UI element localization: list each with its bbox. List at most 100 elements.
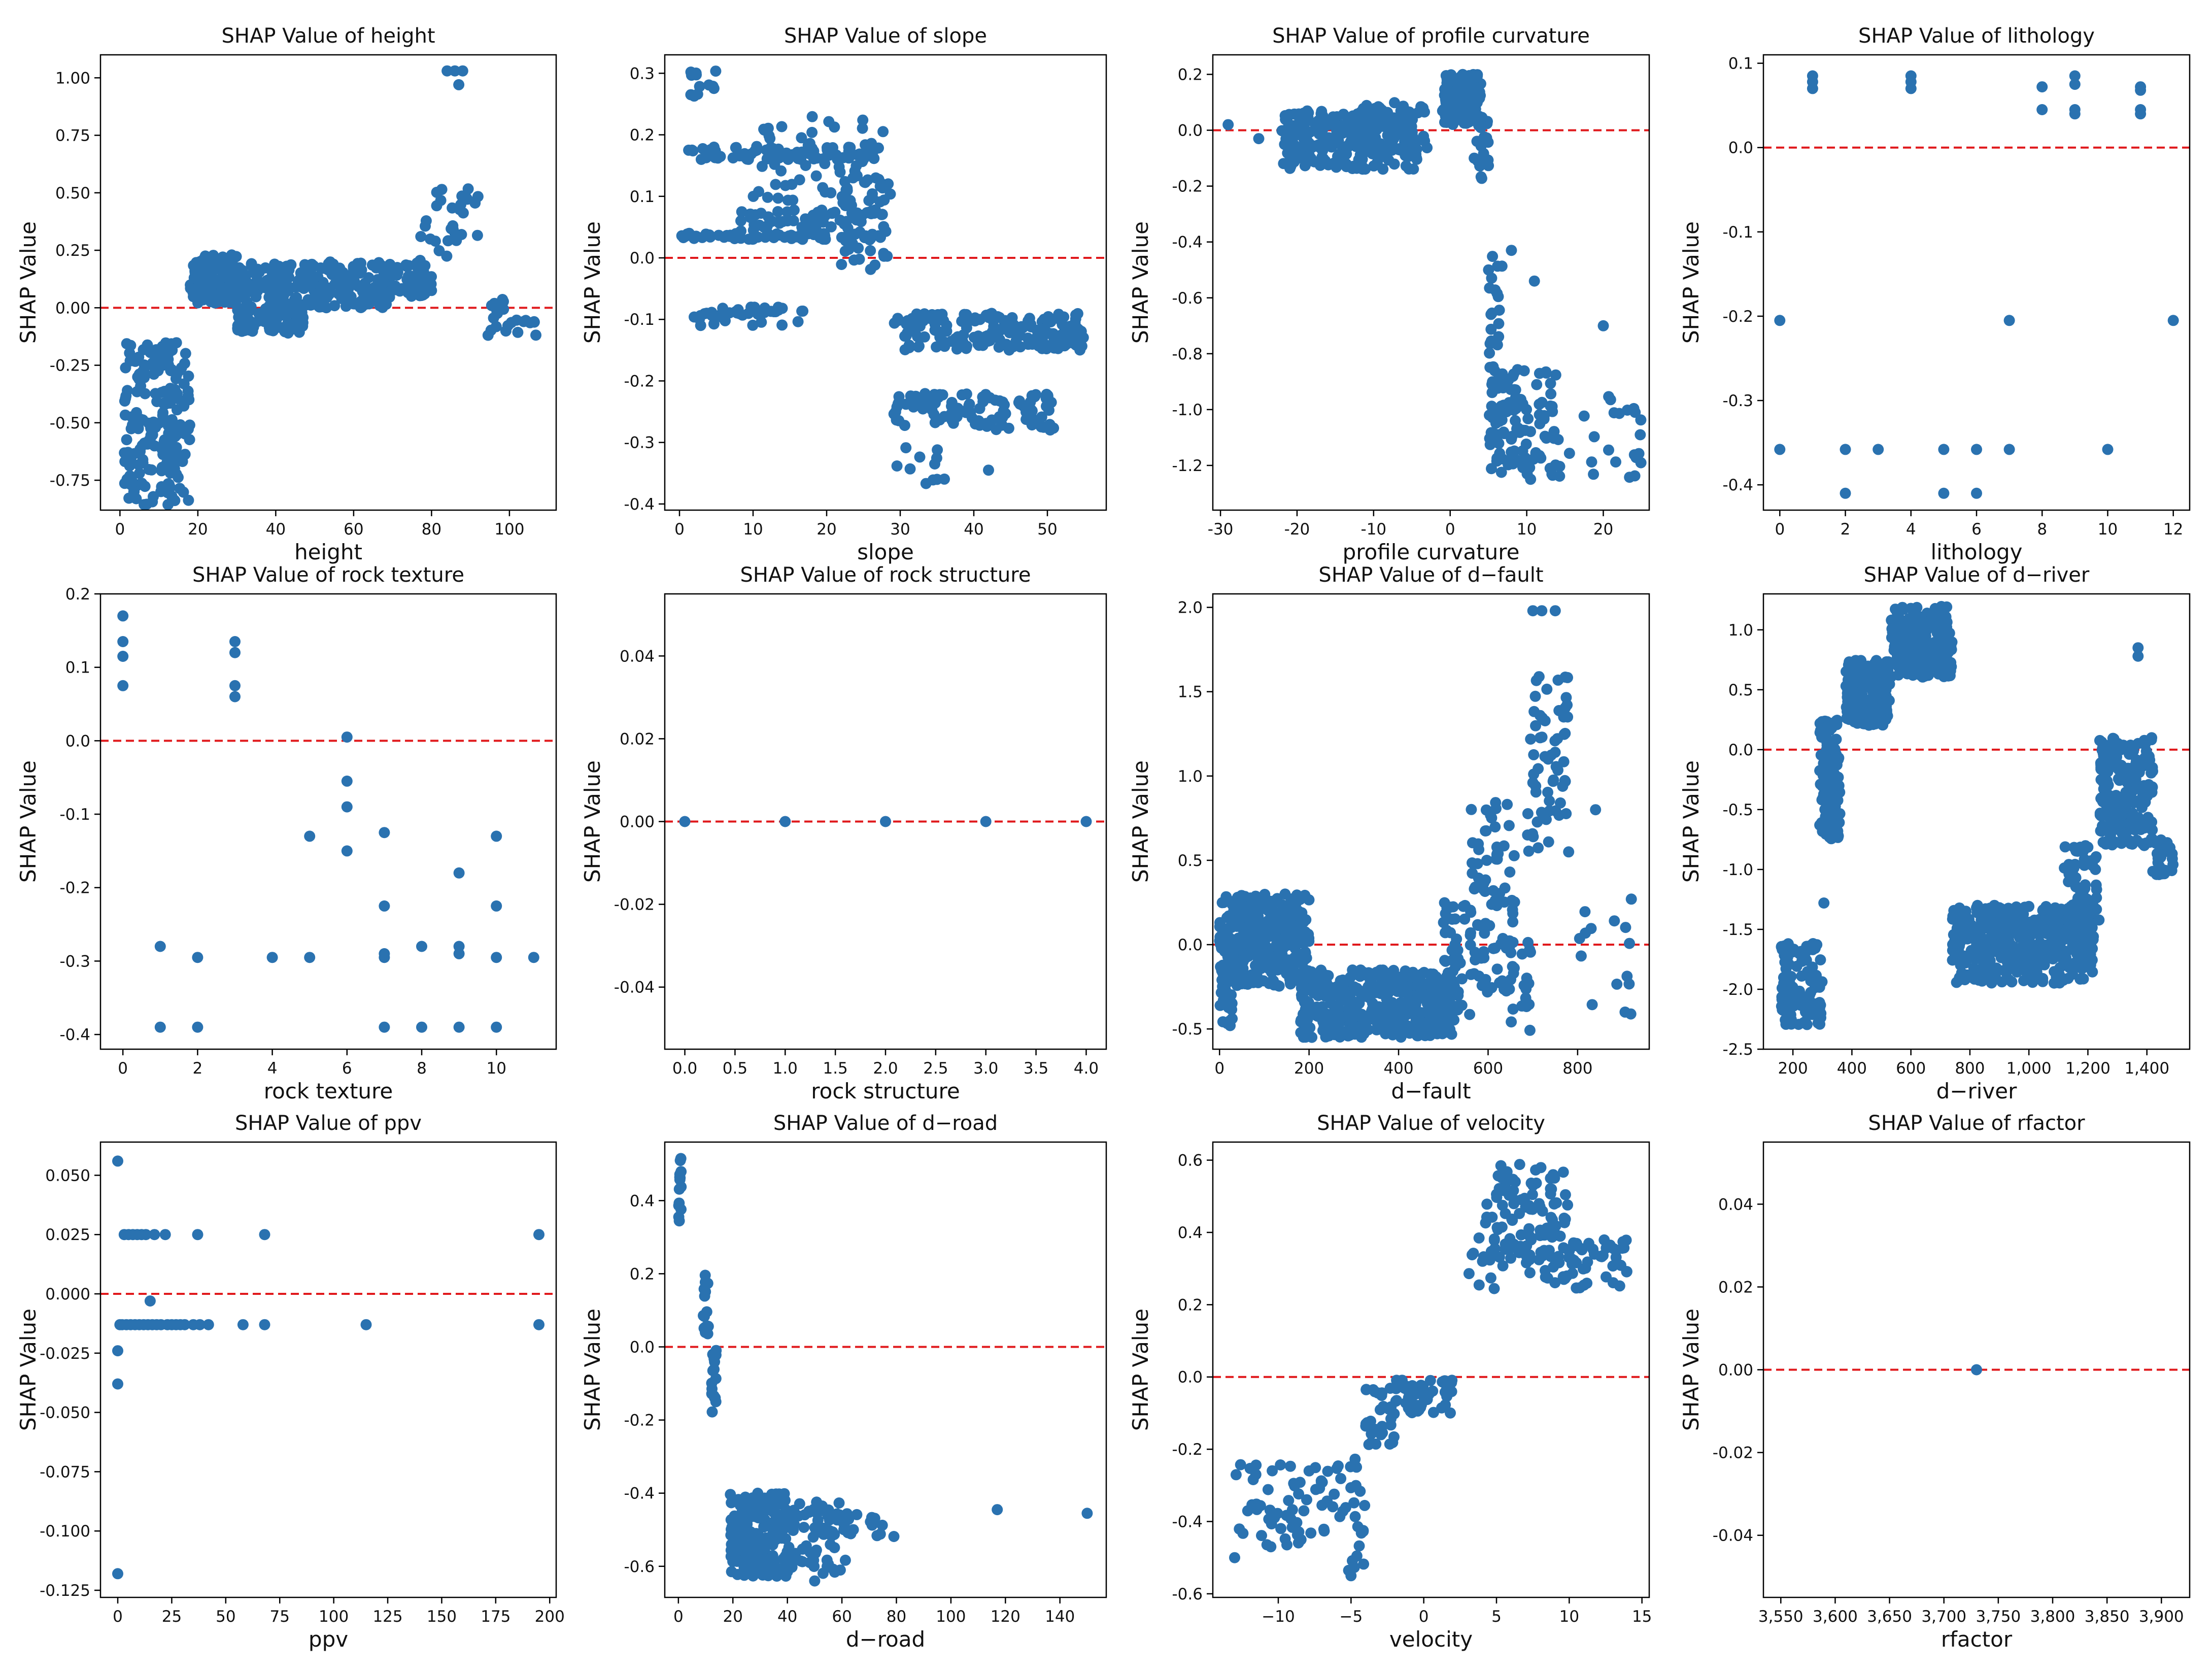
data-point	[695, 154, 707, 165]
data-point	[166, 364, 178, 375]
subplot-3: -30 -20 -10 0 10 20-1.2-1.0-0.8-0.6-0.4-0.20.…	[1128, 24, 1650, 564]
data-point	[836, 259, 847, 270]
data-point	[776, 121, 788, 132]
data-point	[796, 221, 808, 233]
data-point	[1487, 885, 1499, 896]
data-point	[1486, 273, 1498, 284]
data-point	[1528, 749, 1540, 760]
data-point	[848, 254, 860, 266]
data-point	[1553, 810, 1565, 821]
data-point	[726, 1497, 737, 1509]
data-point	[1522, 808, 1534, 819]
data-point	[183, 370, 194, 382]
data-point	[747, 319, 759, 331]
x-tick-label: 8	[2037, 520, 2047, 539]
scatter-points	[673, 1153, 1093, 1587]
subplot-title: SHAP Value of profile curvature	[1272, 24, 1590, 48]
data-point	[379, 1021, 390, 1033]
data-point	[1284, 974, 1296, 985]
subplot-9: 0 25 50 75 100 125 150 175 200-0.125-0.100-0.075…	[16, 1112, 565, 1652]
data-point	[844, 150, 856, 161]
x-tick-label: 50	[1037, 520, 1057, 539]
data-point	[162, 478, 174, 489]
data-point	[2032, 928, 2043, 940]
data-point	[1323, 1030, 1335, 1042]
data-point	[1073, 324, 1084, 336]
data-point	[426, 271, 437, 283]
data-point	[157, 407, 169, 419]
data-point	[1216, 897, 1228, 909]
y-tick-label: 0.0	[1178, 122, 1203, 140]
data-point	[1529, 690, 1541, 702]
data-point	[706, 1406, 718, 1418]
data-point	[1365, 112, 1376, 124]
subplot-title: SHAP Value of rock texture	[192, 563, 464, 587]
data-point	[1986, 918, 1998, 930]
data-point	[183, 394, 195, 406]
data-point	[379, 952, 390, 963]
x-tick-label: 6	[342, 1059, 352, 1078]
data-point	[1506, 245, 1517, 256]
data-point	[1080, 816, 1092, 827]
data-point	[259, 1229, 270, 1241]
data-point	[140, 1229, 152, 1241]
data-point	[144, 1295, 156, 1307]
data-point	[1523, 845, 1535, 857]
data-point	[1014, 341, 1026, 353]
data-point	[327, 258, 339, 270]
data-point	[1586, 456, 1597, 468]
data-point	[1944, 670, 1956, 682]
data-point	[447, 202, 458, 214]
data-point	[1852, 707, 1863, 719]
data-point	[972, 338, 984, 350]
data-point	[1359, 163, 1371, 175]
data-point	[401, 261, 413, 273]
data-point	[1300, 946, 1311, 958]
data-point	[1933, 627, 1945, 639]
data-point	[341, 775, 353, 787]
data-point	[524, 317, 536, 328]
data-point	[154, 941, 166, 952]
data-point	[1452, 945, 1464, 956]
data-point	[1312, 990, 1324, 1001]
data-point	[1366, 129, 1377, 141]
data-point	[341, 731, 353, 743]
data-point	[2011, 901, 2022, 913]
data-point	[729, 1527, 740, 1539]
data-point	[2097, 837, 2109, 848]
data-point	[1554, 471, 1566, 482]
x-tick-label: 40	[266, 520, 286, 539]
data-point	[457, 65, 468, 77]
data-point	[2166, 848, 2178, 859]
data-point	[1047, 328, 1059, 340]
x-tick-label: 1.5	[823, 1059, 847, 1078]
data-point	[1579, 906, 1591, 918]
data-point	[768, 146, 779, 157]
data-point	[1281, 906, 1293, 918]
data-point	[779, 1494, 791, 1506]
data-point	[406, 275, 418, 286]
data-point	[757, 1569, 768, 1581]
data-point	[2132, 650, 2144, 662]
data-point	[1411, 973, 1422, 985]
data-point	[875, 231, 886, 243]
data-point	[424, 233, 436, 245]
data-point	[1401, 1004, 1412, 1015]
data-point	[1223, 910, 1235, 922]
data-point	[695, 320, 706, 331]
data-point	[1840, 444, 1851, 455]
data-point	[1023, 414, 1034, 426]
data-point	[149, 1229, 160, 1241]
data-point	[1442, 986, 1454, 997]
data-point	[1866, 697, 1878, 709]
data-point	[2054, 939, 2066, 950]
subplot-title: SHAP Value of height	[222, 24, 435, 48]
data-point	[761, 153, 773, 164]
y-tick-label: 0.1	[65, 659, 90, 677]
subplot-title: SHAP Value of lithology	[1858, 24, 2095, 48]
data-point	[788, 215, 799, 226]
data-point	[296, 303, 308, 314]
data-point	[1382, 987, 1394, 999]
data-point	[2016, 953, 2027, 964]
data-point	[1493, 305, 1505, 316]
